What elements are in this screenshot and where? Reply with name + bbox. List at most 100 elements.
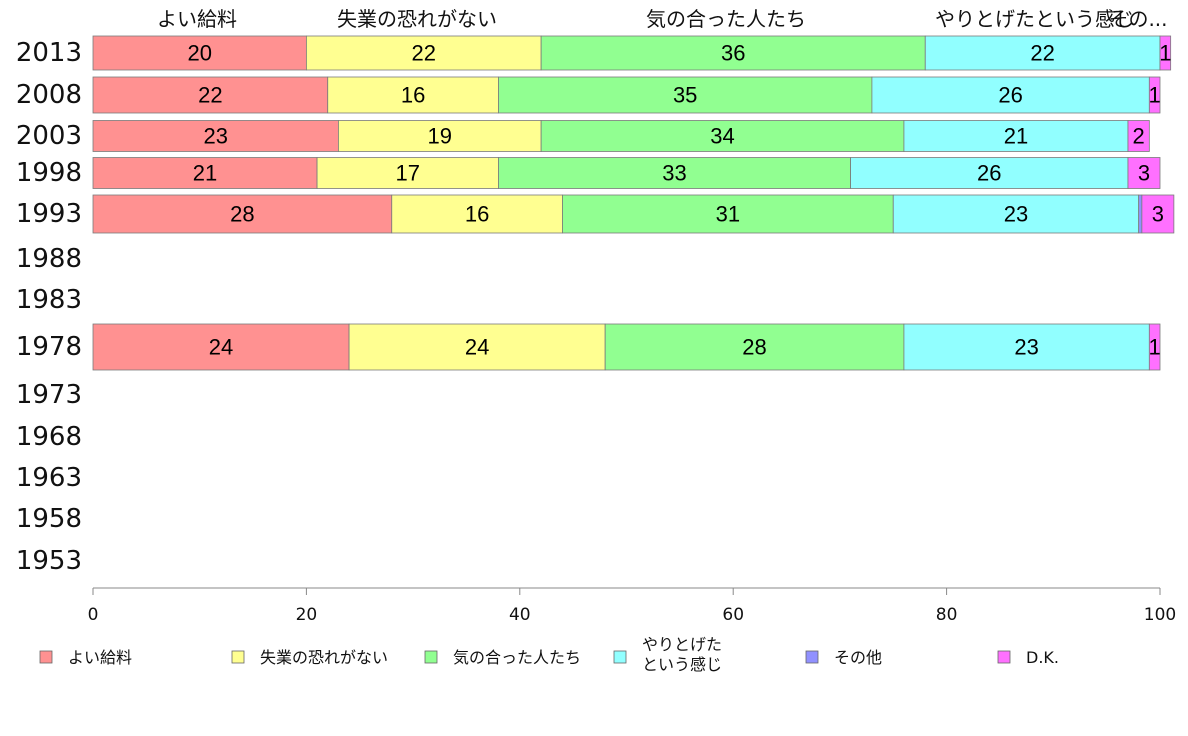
year-label-2003: 2003 [16,121,82,151]
bar-label-1993-series-0: 28 [230,202,254,227]
bar-1998-series-5 [1127,157,1161,189]
x-tick-label-20: 20 [296,605,318,625]
bar-1993-series-5 [1141,194,1175,234]
legend-label-3: やりとげたという感じ [642,635,722,674]
bar-2013-series-5 [1159,35,1172,71]
year-label-1983: 1983 [16,285,82,315]
bar-1993-series-3 [892,194,1140,234]
bar-2003-series-2 [540,120,905,152]
bar-2008-series-5 [1148,76,1161,114]
year-label-1993: 1993 [16,199,82,229]
bar-label-2008-series-2: 35 [673,83,697,108]
legend-swatch-3 [613,650,627,664]
bar-1978-series-0 [92,323,350,371]
year-label-1988: 1988 [16,244,82,274]
bar-label-1998-series-5: 3 [1138,161,1150,186]
year-label-1998: 1998 [16,158,82,188]
top-label-4: その... [1108,7,1167,31]
year-labels: 2013 2008 2003 1998 1993 1988 1983 1978 1973 1968… [16,38,82,576]
x-tick-label-0: 0 [88,605,99,625]
top-label-2: 気の合った人たち [646,7,806,31]
bar-2013-series-1 [305,35,542,71]
year-label-2013: 2013 [16,38,82,68]
bar-1993-series-4 [1138,194,1143,234]
bar-label-1998-series-0: 21 [193,161,217,186]
legend-label-5: D.K. [1026,648,1059,667]
bar-label-2013-series-2: 36 [721,41,745,66]
bar-label-1998-series-2: 33 [662,161,686,186]
bar-1978-series-5 [1148,323,1161,371]
bar-label-1978-series-0: 24 [209,335,233,360]
bar-2013-series-3 [924,35,1161,71]
bar-label-1993-series-3: 23 [1004,202,1028,227]
bar-2013-series-0 [92,35,307,71]
bar-1998-series-0 [92,157,318,189]
bar-label-1978-series-1: 24 [465,335,489,360]
bar-2003-series-0 [92,120,339,152]
legend-swatch-5 [997,650,1011,664]
legend-swatch-4 [805,650,819,664]
x-tick-label-100: 100 [1144,605,1176,625]
bar-label-1978-series-2: 28 [742,335,766,360]
bar-1978-series-3 [903,323,1150,371]
bar-label-1998-series-3: 26 [977,161,1001,186]
bar-label-1978-series-5: 1 [1149,335,1161,360]
bar-label-1993-series-1: 16 [465,202,489,227]
bar-1993-series-2 [562,194,894,234]
bar-2013-series-2 [540,35,926,71]
bar-label-1998-series-1: 17 [396,161,420,186]
legend: よい給料 失業の恐れがない 気の合った人たち やりとげたという感じ その他 D.K. [39,635,1059,674]
year-label-1963: 1963 [16,463,82,493]
x-tick-label-60: 60 [722,605,744,625]
year-label-1968: 1968 [16,422,82,452]
bars: 20 22 36 22 122 16 35 26 123 19 34 21 221 17 33 26 328 16… [92,35,1175,371]
legend-label-0: よい給料 [68,648,132,667]
bar-label-2013-series-0: 20 [187,41,211,66]
x-tick-label-40: 40 [509,605,531,625]
bar-2008-series-1 [327,76,499,114]
bar-2008-series-2 [498,76,873,114]
bar-2003-series-5 [1127,120,1150,152]
year-label-1953: 1953 [16,546,82,576]
bar-label-2008-series-0: 22 [198,83,222,108]
bar-1998-series-3 [850,157,1129,189]
bar-label-2008-series-1: 16 [401,83,425,108]
legend-label-1: 失業の恐れがない [260,648,388,667]
top-label-3: やりとげたという感じ [935,7,1135,31]
bar-label-2003-series-0: 23 [203,124,227,149]
legend-swatch-2 [424,650,438,664]
legend-label-4: その他 [834,648,882,667]
bar-1998-series-1 [316,157,499,189]
year-label-1958: 1958 [16,504,82,534]
top-label-1: 失業の恐れがない [337,7,497,31]
top-category-labels: よい給料 失業の恐れがない 気の合った人たち やりとげたという感じその... [157,7,1168,31]
year-label-1973: 1973 [16,380,82,410]
year-label-1978: 1978 [16,332,82,362]
bar-label-2008-series-3: 26 [998,83,1022,108]
bar-label-1993-series-5: 3 [1152,202,1164,227]
bar-2003-series-3 [903,120,1129,152]
x-tick-label-80: 80 [936,605,958,625]
bar-label-2003-series-1: 19 [428,124,452,149]
top-label-0: よい給料 [157,7,237,31]
bar-label-2013-series-5: 1 [1159,41,1171,66]
bar-label-2003-series-5: 2 [1133,124,1145,149]
legend-swatch-0 [39,650,53,664]
bar-label-2003-series-3: 21 [1004,124,1028,149]
year-label-2008: 2008 [16,80,82,110]
bar-label-1978-series-3: 23 [1014,335,1038,360]
bar-1993-series-1 [391,194,563,234]
bar-label-2013-series-1: 22 [412,41,436,66]
bar-label-2003-series-2: 34 [710,124,734,149]
bar-2008-series-0 [92,76,329,114]
bar-label-1993-series-2: 31 [716,202,740,227]
bar-1978-series-2 [604,323,905,371]
x-axis: 0 20 40 60 80 100 [88,587,1176,625]
legend-label-2: 気の合った人たち [453,648,581,667]
bar-label-2008-series-5: 1 [1149,83,1161,108]
bar-label-2013-series-3: 22 [1030,41,1054,66]
legend-swatch-1 [231,650,245,664]
bar-1998-series-2 [498,157,851,189]
bar-2008-series-3 [871,76,1150,114]
